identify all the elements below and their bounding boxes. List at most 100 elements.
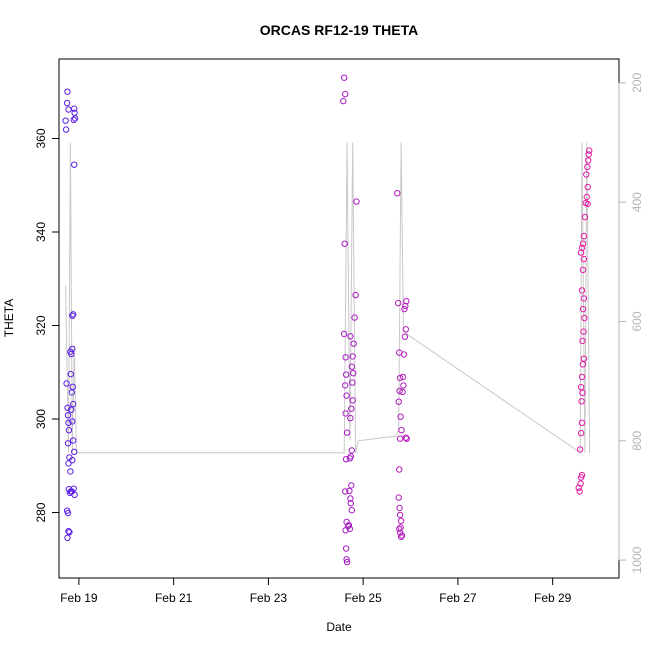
data-point	[577, 480, 584, 487]
y-tick-label: 320	[34, 315, 48, 335]
data-point	[342, 456, 350, 463]
data-point	[348, 447, 355, 454]
data-point	[579, 389, 586, 396]
data-point	[342, 410, 349, 417]
data-point	[583, 171, 590, 178]
data-point	[68, 406, 75, 413]
x-tick-label: Feb 19	[60, 591, 98, 605]
data-point	[580, 328, 587, 335]
data-point	[71, 115, 79, 122]
data-point	[396, 374, 404, 382]
data-point	[347, 495, 354, 502]
data-point	[351, 314, 358, 321]
data-point	[583, 193, 590, 201]
data-point	[579, 266, 587, 274]
data-point	[349, 379, 356, 386]
data-point	[64, 509, 72, 517]
y2-tick-label: 800	[630, 430, 644, 450]
data-point	[395, 494, 402, 501]
data-point	[65, 528, 72, 535]
data-point	[343, 558, 351, 566]
data-point	[577, 429, 585, 437]
y-tick-label: 360	[34, 128, 48, 148]
data-point	[401, 333, 409, 340]
data-point	[578, 373, 586, 381]
data-point	[70, 400, 77, 408]
data-point	[394, 190, 401, 197]
data-point	[584, 183, 591, 191]
data-point	[67, 468, 74, 475]
data-point	[396, 387, 403, 395]
data-point	[343, 429, 351, 436]
data-point	[65, 419, 72, 426]
data-point	[342, 382, 349, 389]
data-point	[341, 240, 348, 247]
data-point	[402, 302, 409, 310]
x-axis: Feb 19 Feb 21 Feb 23 Feb 25 Feb 27 Feb 29	[60, 577, 572, 605]
y-axis-label: THETA	[2, 299, 16, 337]
data-point	[578, 287, 586, 294]
data-point	[397, 517, 405, 525]
data-point	[577, 446, 584, 453]
data-point	[584, 200, 591, 208]
data-point	[576, 488, 583, 495]
data-point	[403, 435, 410, 442]
data-point	[401, 305, 408, 313]
data-point	[66, 529, 73, 536]
data-point	[348, 363, 355, 370]
data-point	[347, 333, 354, 340]
data-point	[402, 434, 409, 441]
data-point	[352, 291, 359, 299]
data-point	[349, 397, 356, 404]
data-point	[586, 147, 593, 154]
data-point	[342, 488, 349, 495]
data-point	[342, 90, 349, 98]
data-point	[348, 482, 355, 489]
data-point	[580, 295, 588, 302]
data-point	[347, 500, 354, 507]
x-axis-label: Date	[326, 620, 352, 634]
data-points-layer	[62, 74, 593, 566]
data-point	[397, 533, 405, 541]
y-tick-label: 340	[34, 222, 48, 242]
data-point	[347, 453, 354, 460]
data-point	[584, 163, 591, 171]
y2-tick-label: 600	[630, 311, 644, 331]
y2-tick-label: 1000	[630, 546, 644, 573]
data-point	[396, 435, 404, 442]
data-point	[341, 74, 348, 81]
data-point	[578, 244, 586, 252]
data-point	[399, 388, 406, 396]
data-point	[64, 440, 72, 447]
data-point	[64, 534, 71, 541]
data-point	[71, 448, 78, 455]
data-point	[70, 437, 77, 444]
data-point	[398, 427, 405, 434]
data-point	[581, 314, 588, 322]
data-point	[398, 532, 406, 539]
data-point	[67, 370, 75, 378]
pressure-series-line	[65, 142, 591, 454]
data-point	[71, 491, 78, 498]
data-point	[578, 398, 585, 405]
data-point	[578, 419, 586, 426]
data-point	[63, 99, 71, 107]
data-point	[346, 525, 354, 533]
data-point	[395, 398, 402, 405]
x-tick-label: Feb 21	[155, 591, 193, 605]
data-point	[349, 353, 356, 360]
data-point	[64, 88, 71, 95]
data-point	[578, 471, 586, 479]
data-point	[399, 373, 407, 381]
data-point	[62, 126, 70, 133]
x-tick-label: Feb 25	[344, 591, 382, 605]
data-point	[347, 414, 354, 422]
data-point	[580, 233, 588, 240]
x-tick-label: Feb 27	[439, 591, 477, 605]
data-point	[396, 504, 403, 512]
data-point	[400, 382, 407, 389]
data-point	[579, 337, 586, 345]
data-point	[400, 351, 408, 358]
data-point	[64, 404, 71, 411]
